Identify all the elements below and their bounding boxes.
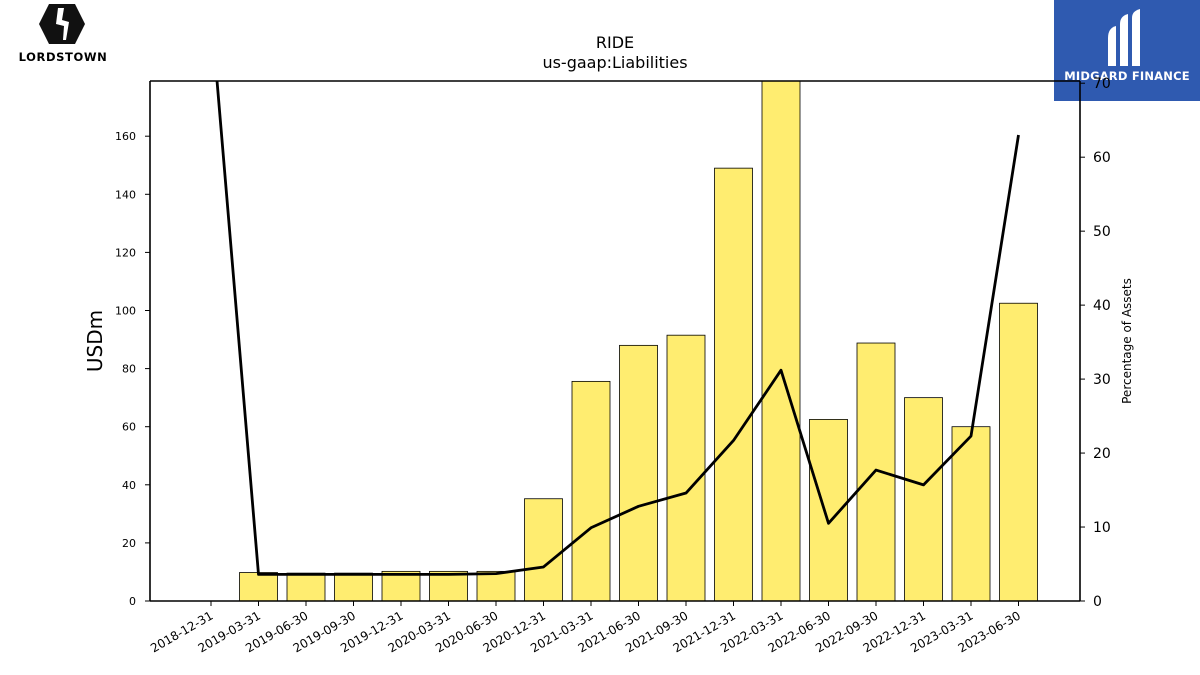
bar-2022-03-31 (761, 81, 801, 601)
bar-2019-03-31 (239, 572, 278, 601)
y2-tick-label-40: 40 (1093, 298, 1111, 314)
y2-tick-label-60: 60 (1093, 150, 1111, 166)
y2-tick-label-20: 20 (1093, 446, 1111, 462)
y2-tick-label-70: 70 (1093, 76, 1111, 92)
midgard-finance-logo: MIDGARD FINANCE (1054, 0, 1200, 101)
y-tick-label-160: 160 (115, 130, 136, 143)
y-tick-label-60: 60 (122, 421, 136, 434)
y2-tick-label-0: 0 (1093, 594, 1102, 610)
bar-2019-12-31 (381, 570, 421, 601)
bar-2021-12-31 (714, 167, 753, 601)
bar-2021-09-30 (666, 334, 706, 601)
chart-title: RIDE (596, 33, 634, 52)
lordstown-logo: LORDSTOWN (4, 4, 122, 66)
y2-axis-label: Percentage of Assets (1120, 278, 1134, 404)
bar-2020-06-30 (476, 570, 516, 601)
chart-subtitle: us-gaap:Liabilities (542, 53, 687, 72)
bar-2023-06-30 (999, 302, 1038, 601)
bar-2022-12-31 (904, 397, 943, 601)
bar-2019-09-30 (334, 572, 373, 601)
y2-tick-label-30: 30 (1093, 372, 1111, 388)
y-tick-label-20: 20 (122, 537, 136, 550)
y2-tick-label-10: 10 (1093, 520, 1111, 536)
bar-2021-06-30 (619, 344, 658, 601)
y-tick-label-120: 120 (115, 246, 136, 259)
y-axis-label: USDm (83, 310, 107, 372)
y-tick-label-80: 80 (122, 363, 136, 376)
midgard-finance-wordmark: MIDGARD FINANCE (1064, 69, 1190, 83)
y-tick-label-40: 40 (122, 479, 136, 492)
percentage-of-assets-line (215, 81, 1020, 576)
y2-tick-label-50: 50 (1093, 224, 1111, 240)
lordstown-bolt-icon (39, 4, 85, 44)
midgard-m-icon (1108, 9, 1140, 66)
y-tick-label-140: 140 (115, 188, 136, 201)
bar-2021-03-31 (571, 380, 611, 601)
bar-2020-12-31 (524, 498, 563, 601)
bar-2023-03-31 (951, 426, 991, 601)
bar-2020-03-31 (429, 570, 468, 601)
bar-2019-06-30 (286, 572, 326, 601)
y-tick-label-100: 100 (115, 304, 136, 317)
lordstown-wordmark: LORDSTOWN (18, 50, 108, 64)
y-tick-label-0: 0 (129, 595, 136, 608)
